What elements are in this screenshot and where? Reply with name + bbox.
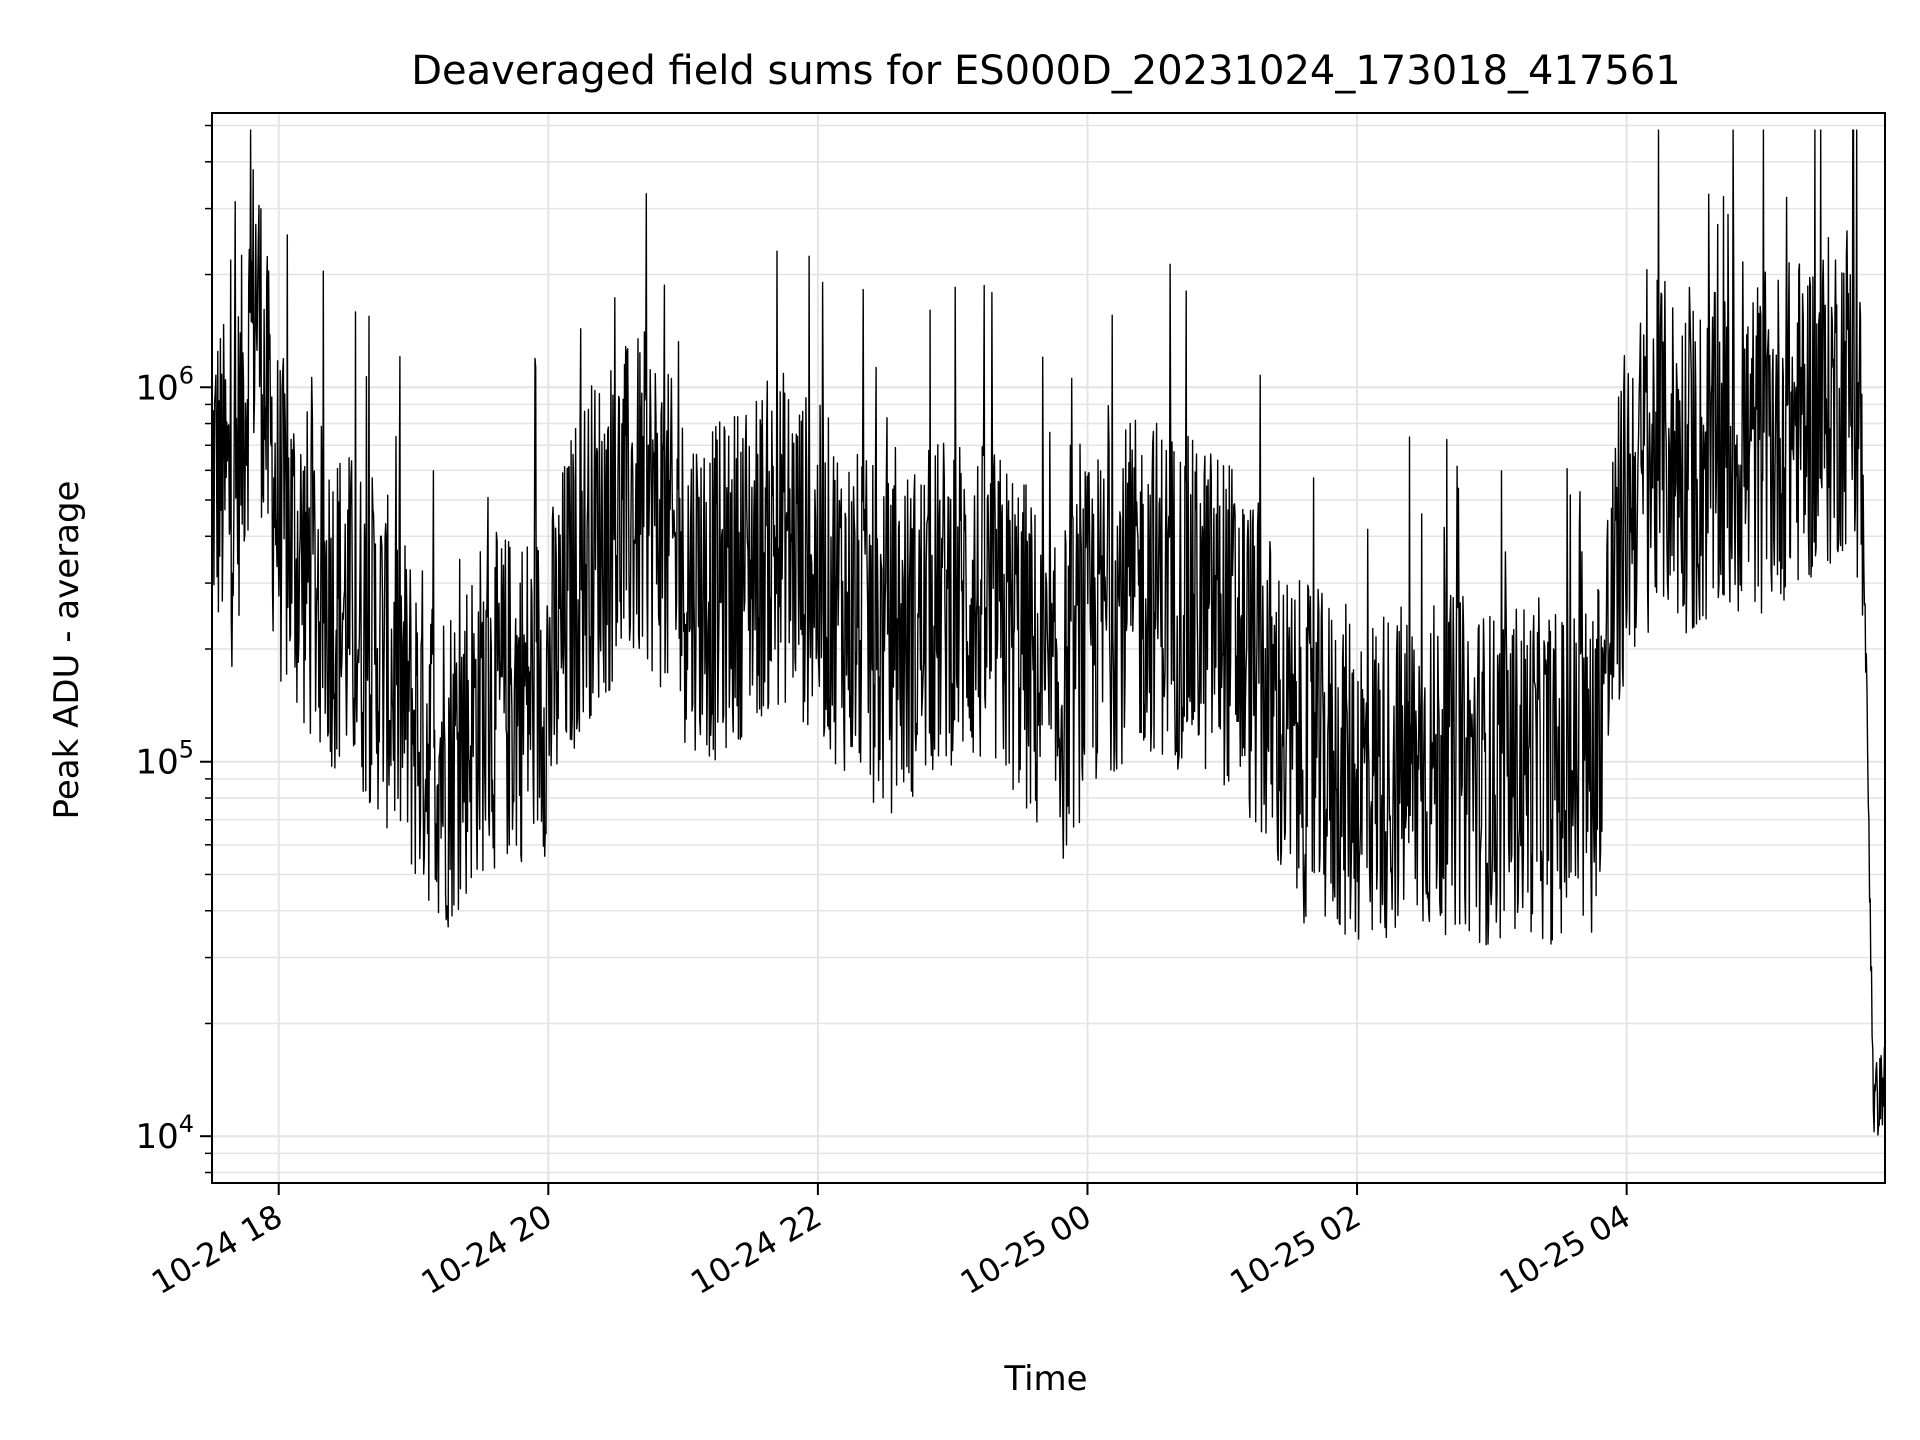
y-ticks: 104 105 106 xyxy=(135,361,212,1157)
plot-frame xyxy=(211,112,1886,1184)
minor-ticks xyxy=(205,124,212,1174)
series-line xyxy=(211,129,1886,1136)
y-tick-label-1: 105 xyxy=(135,736,194,783)
y-tick-label-2: 106 xyxy=(135,361,194,408)
x-axis-label: Time xyxy=(1003,1359,1087,1399)
y-axis-label: Peak ADU - average xyxy=(47,481,87,820)
grid xyxy=(212,113,1885,1183)
y-tick-label-0: 104 xyxy=(135,1110,194,1157)
chart-title: Deaveraged field sums for ES000D_2023102… xyxy=(411,48,1681,94)
series-layer xyxy=(211,129,1886,1136)
